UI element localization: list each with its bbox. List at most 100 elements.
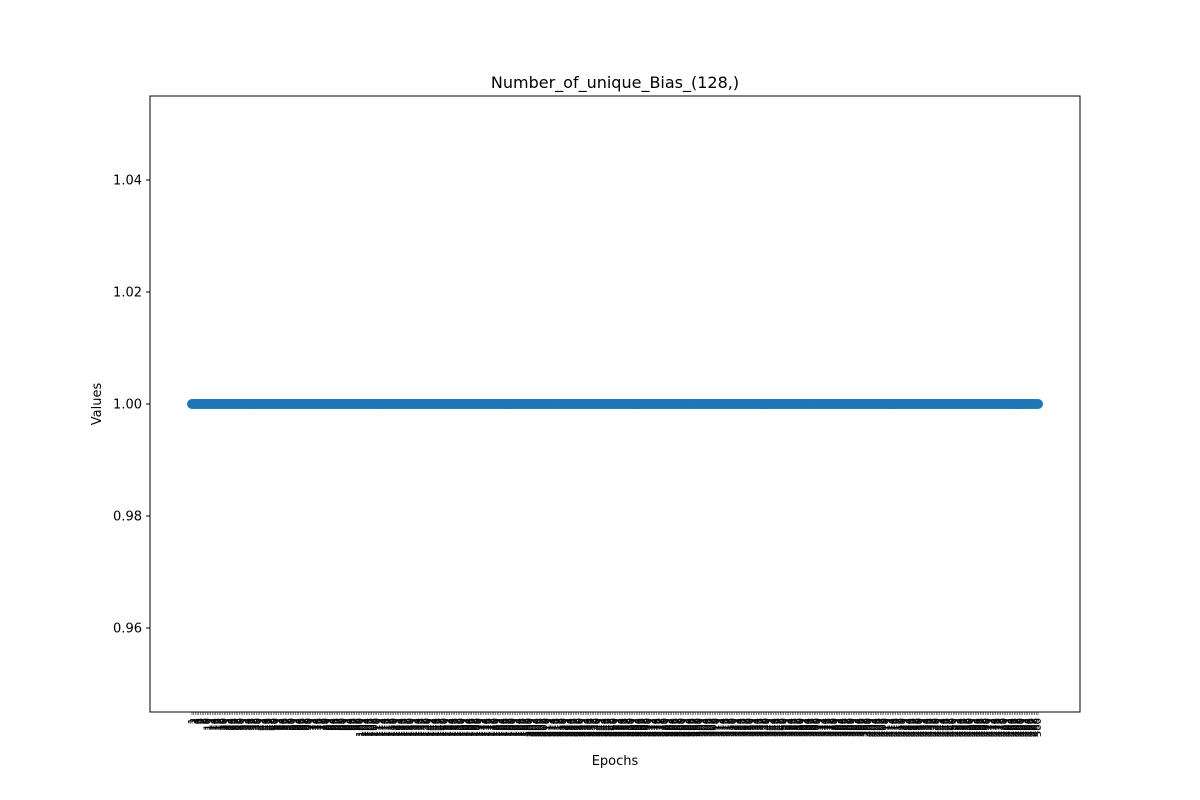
x-tick-label: 352 xyxy=(782,718,793,737)
x-tick-label: 99 xyxy=(353,718,364,731)
x-tick-label: 120 xyxy=(389,718,400,737)
x-tick-label: 410 xyxy=(880,718,891,737)
x-tick-label: 195 xyxy=(516,718,527,737)
x-tick-label: 2 xyxy=(189,718,200,724)
x-tick-label: 326 xyxy=(738,718,749,737)
x-tick-label: 337 xyxy=(757,718,768,737)
x-tick-label: 436 xyxy=(924,718,935,737)
x-tick-label: 105 xyxy=(363,718,374,737)
x-tick-label: 498 xyxy=(1030,718,1041,737)
x-tick-label: 448 xyxy=(945,718,956,737)
x-tick-label: 133 xyxy=(411,718,422,737)
x-tick-label: 175 xyxy=(482,718,493,737)
x-tick-label: 472 xyxy=(986,718,997,737)
x-tick-label: 125 xyxy=(397,718,408,737)
x-tick-label: 184 xyxy=(497,718,508,737)
x-tick-label: 32 xyxy=(240,718,251,731)
x-tick-label: 146 xyxy=(433,718,444,737)
x-tick-label: 116 xyxy=(382,718,393,737)
x-tick-label: 261 xyxy=(628,718,639,737)
x-tick-label: 288 xyxy=(674,718,685,737)
x-tick-label: 345 xyxy=(770,718,781,737)
x-tick-label: 385 xyxy=(838,718,849,737)
x-tick-label: 181 xyxy=(492,718,503,737)
x-tick-label: 464 xyxy=(972,718,983,737)
x-tick-label: 194 xyxy=(514,718,525,737)
x-tick-label: 389 xyxy=(845,718,856,737)
x-tick-label: 319 xyxy=(726,718,737,737)
x-tick-label: 72 xyxy=(307,718,318,731)
x-tick-label: 365 xyxy=(804,718,815,737)
x-tick-label: 207 xyxy=(536,718,547,737)
x-tick-label: 229 xyxy=(574,718,585,737)
x-tick-label: 11 xyxy=(204,718,215,731)
x-tick-label: 440 xyxy=(931,718,942,737)
x-tick-label: 432 xyxy=(918,718,929,737)
x-tick-label: 425 xyxy=(906,718,917,737)
x-tick-label: 192 xyxy=(511,718,522,737)
x-tick-label: 82 xyxy=(324,718,335,731)
x-tick-label: 284 xyxy=(667,718,678,737)
x-tick-label: 67 xyxy=(299,718,310,731)
x-tick-label: 71 xyxy=(306,718,317,731)
x-tick-label: 47 xyxy=(265,718,276,731)
x-tick-label: 236 xyxy=(585,718,596,737)
x-tick-label: 4 xyxy=(192,718,203,724)
x-tick-label: 270 xyxy=(643,718,654,737)
x-tick-label: 471 xyxy=(984,718,995,737)
x-tick-label: 96 xyxy=(348,718,359,731)
x-tick-label: 183 xyxy=(496,718,507,737)
x-tick-label: 97 xyxy=(350,718,361,731)
x-tick-label: 426 xyxy=(908,718,919,737)
x-tick-label: 453 xyxy=(953,718,964,737)
x-tick-label: 17 xyxy=(214,718,225,731)
x-tick-label: 28 xyxy=(233,718,244,731)
x-tick-label: 87 xyxy=(333,718,344,731)
x-tick-label: 138 xyxy=(419,718,430,737)
x-tick-label: 406 xyxy=(874,718,885,737)
x-tick-label: 451 xyxy=(950,718,961,737)
x-tick-label: 278 xyxy=(657,718,668,737)
x-tick-label: 162 xyxy=(460,718,471,737)
x-tick-label: 302 xyxy=(697,718,708,737)
x-tick-label: 177 xyxy=(485,718,496,737)
data-point xyxy=(1033,399,1043,409)
x-tick-label: 104 xyxy=(362,718,373,737)
x-tick-label: 200 xyxy=(524,718,535,737)
x-tick-label: 191 xyxy=(509,718,520,737)
x-tick-label: 203 xyxy=(529,718,540,737)
x-tick-label: 232 xyxy=(579,718,590,737)
x-tick-label: 383 xyxy=(835,718,846,737)
x-tick-label: 35 xyxy=(245,718,256,731)
x-tick-label: 94 xyxy=(345,718,356,731)
x-tick-label: 497 xyxy=(1028,718,1039,737)
x-tick-label: 458 xyxy=(962,718,973,737)
x-tick-label: 95 xyxy=(346,718,357,731)
x-tick-label: 100 xyxy=(355,718,366,737)
x-tick-label: 113 xyxy=(377,718,388,737)
x-tick-label: 474 xyxy=(989,718,1000,737)
x-tick-label: 66 xyxy=(297,718,308,731)
x-tick-label: 301 xyxy=(696,718,707,737)
x-tick-label: 112 xyxy=(375,718,386,737)
x-tick-label: 73 xyxy=(309,718,320,731)
x-tick-label: 313 xyxy=(716,718,727,737)
x-tick-label: 361 xyxy=(797,718,808,737)
x-tick-label: 75 xyxy=(312,718,323,731)
x-tick-label: 248 xyxy=(606,718,617,737)
x-tick-label: 212 xyxy=(545,718,556,737)
x-tick-label: 52 xyxy=(273,718,284,731)
x-tick-label: 118 xyxy=(385,718,396,737)
x-tick-label: 467 xyxy=(977,718,988,737)
x-tick-label: 190 xyxy=(507,718,518,737)
x-axis-label: Epochs xyxy=(592,754,639,769)
x-tick-label: 178 xyxy=(487,718,498,737)
x-tick-label: 247 xyxy=(604,718,615,737)
x-tick-label: 456 xyxy=(958,718,969,737)
x-tick-label: 64 xyxy=(294,718,305,731)
x-tick-label: 307 xyxy=(706,718,717,737)
x-tick-label: 424 xyxy=(904,718,915,737)
x-tick-label: 19 xyxy=(218,718,229,731)
x-tick-label: 227 xyxy=(570,718,581,737)
x-tick-label: 117 xyxy=(384,718,395,737)
